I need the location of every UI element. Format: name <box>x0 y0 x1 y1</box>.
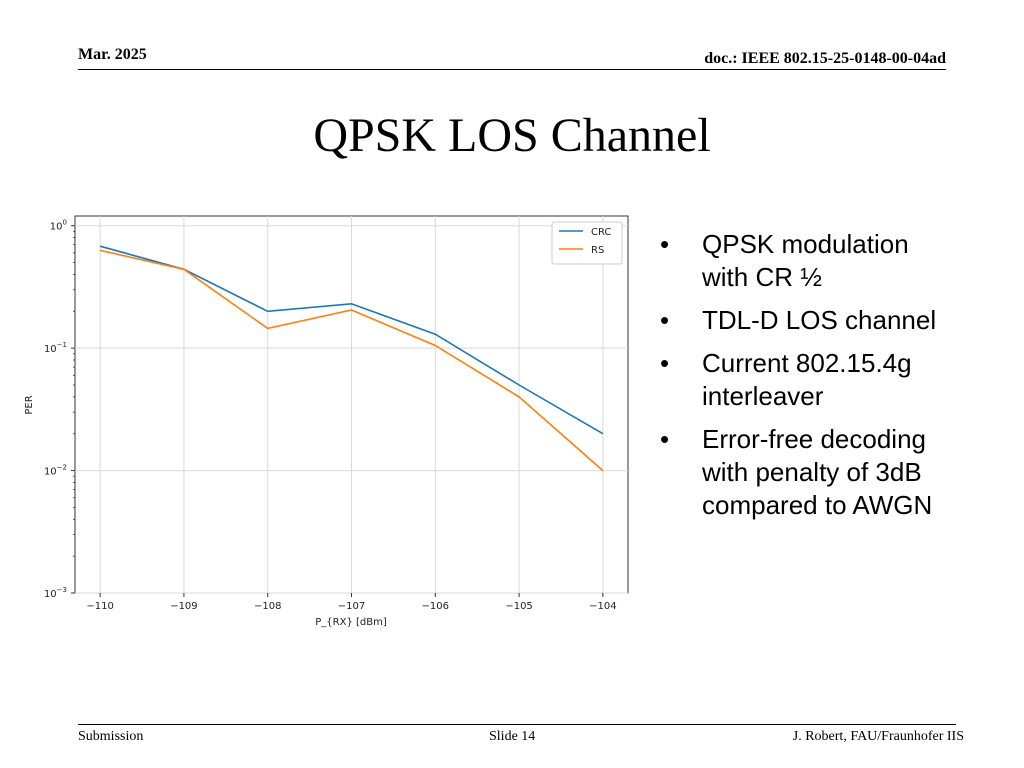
bullet-text: Error-free decoding with penalty of 3dB … <box>702 424 933 520</box>
bullet-item: • TDL-D LOS channel <box>660 304 960 337</box>
x-tick-label: −104 <box>589 601 616 612</box>
bullet-dot: • <box>660 348 670 378</box>
y-axis-label: PER <box>24 395 35 414</box>
bullet-text: TDL-D LOS channel <box>702 305 937 335</box>
y-tick-label: 10−3 <box>44 586 67 600</box>
per-chart: −110 −109 −108 −107 −106 −105 −104 100 10−1 10−2 1… <box>0 200 640 640</box>
footer-rule <box>78 724 956 725</box>
y-tick-label: 100 <box>50 219 67 233</box>
x-tick-label: −105 <box>505 601 532 612</box>
bullet-dot: • <box>660 424 670 454</box>
bullet-text: Current 802.15.4g interleaver <box>702 348 912 411</box>
x-tick-label: −108 <box>254 601 281 612</box>
x-tick-label: −107 <box>338 601 365 612</box>
header-rule <box>78 69 946 70</box>
footer-submission: Submission <box>78 729 144 744</box>
series-lines <box>99 245 604 472</box>
bullet-item: • Current 802.15.4g interleaver <box>660 347 960 413</box>
legend-box <box>551 221 623 265</box>
bullet-item: • QPSK modulation with CR ½ <box>660 228 960 294</box>
header-doc-id: doc.: IEEE 802.15-25-0148-00-04ad <box>704 50 946 67</box>
bullet-dot: • <box>660 305 670 335</box>
legend-label-rs: RS <box>591 245 604 256</box>
x-axis-label: P_{RX} [dBm] <box>315 617 387 628</box>
grid-lines <box>75 216 628 594</box>
footer-slide-number: Slide 14 <box>489 729 536 744</box>
x-tick-label: −106 <box>422 601 449 612</box>
per-chart-svg: −110 −109 −108 −107 −106 −105 −104 100 10−1 10−2 1… <box>24 215 629 628</box>
y-tick-label: 10−2 <box>44 464 67 478</box>
header-date: Mar. 2025 <box>78 46 147 63</box>
axis-ticks: −110 −109 −108 −107 −106 −105 −104 100 10−1 10−2 1… <box>44 219 617 612</box>
y-tick-label: 10−1 <box>44 341 67 355</box>
bullet-text: QPSK modulation with CR ½ <box>702 229 909 292</box>
x-tick-label: −109 <box>170 601 197 612</box>
series-line-rs <box>99 249 604 472</box>
slide-title: QPSK LOS Channel <box>313 109 711 162</box>
bullet-list: • QPSK modulation with CR ½ • TDL-D LOS ch… <box>660 228 960 532</box>
bullet-item: • Error-free decoding with penalty of 3dB… <box>660 423 960 522</box>
legend: CRC RS <box>551 221 623 265</box>
footer-author: J. Robert, FAU/Fraunhofer IIS <box>792 729 964 744</box>
bullet-dot: • <box>660 229 670 259</box>
x-tick-label: −110 <box>86 601 113 612</box>
legend-label-crc: CRC <box>591 227 611 238</box>
